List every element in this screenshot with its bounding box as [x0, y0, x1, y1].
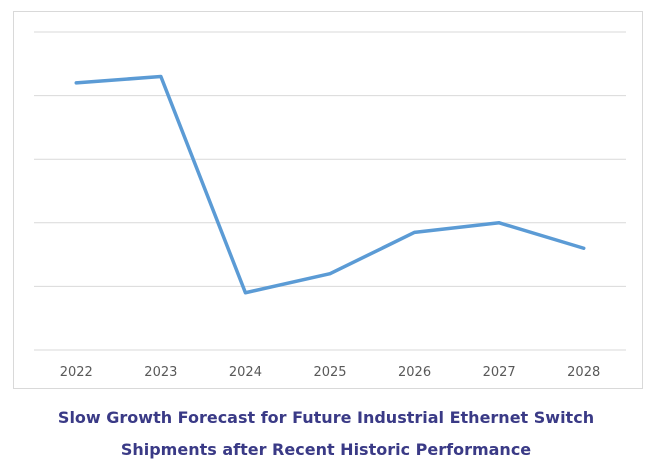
data-point: [582, 246, 586, 250]
chart-caption-line-1: Slow Growth Forecast for Future Industri…: [57, 408, 595, 427]
x-tick-label: 2028: [567, 365, 600, 380]
x-tick-label: 2026: [398, 365, 431, 380]
chart-frame: 2022 2023 2024 2025 2026 2027 2028: [13, 11, 643, 389]
data-point: [243, 291, 247, 295]
line-chart: 2022 2023 2024 2025 2026 2027 2028: [34, 31, 626, 380]
x-tick-label: 2027: [483, 365, 516, 380]
data-point: [159, 75, 163, 79]
x-tick-label: 2025: [313, 365, 346, 380]
data-point: [497, 221, 501, 225]
data-point: [328, 272, 332, 276]
series-line: [74, 74, 586, 295]
x-tick-label: 2022: [60, 365, 93, 380]
chart-caption-line-2: Shipments after Recent Historic Performa…: [120, 440, 532, 459]
data-point: [413, 230, 417, 234]
x-tick-label: 2023: [144, 365, 177, 380]
data-point: [74, 81, 78, 85]
x-tick-label: 2024: [229, 365, 262, 380]
